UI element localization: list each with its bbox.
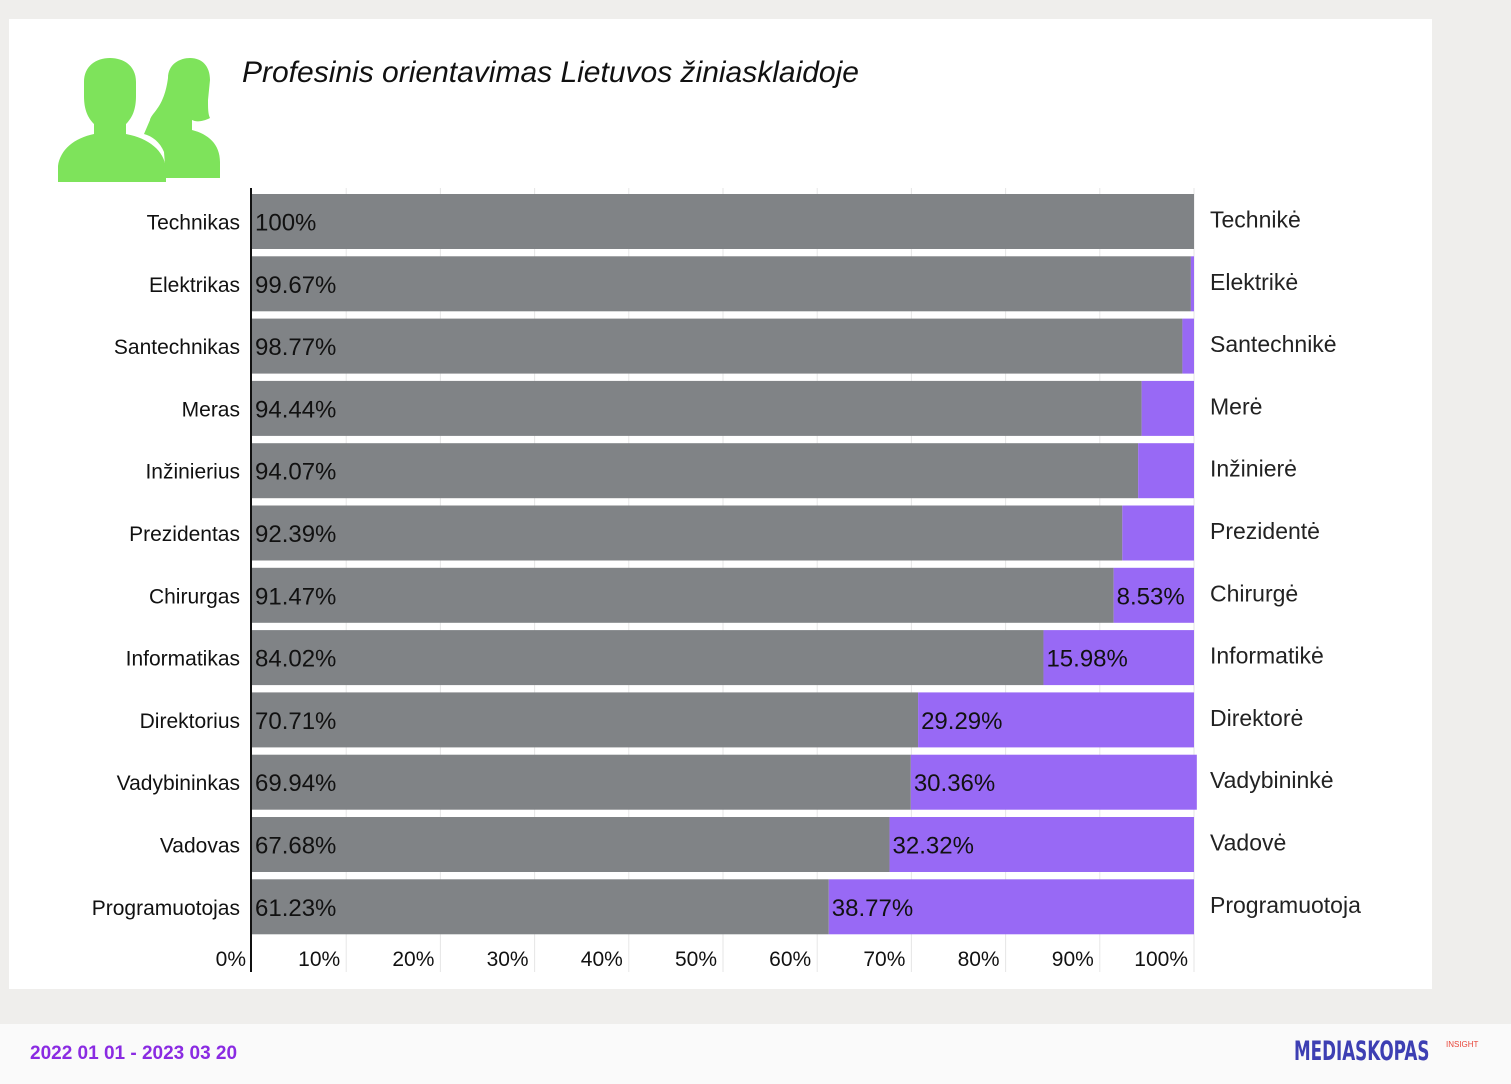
x-tick-label: 40% — [581, 948, 623, 971]
data-label-female: 8.53% — [1117, 583, 1185, 610]
female-category-label: Santechnikė — [1210, 331, 1337, 357]
data-label-male: 99.67% — [255, 272, 336, 299]
x-tick-label: 20% — [392, 948, 434, 971]
bar-male — [252, 505, 1123, 561]
category-label: Vadovas — [160, 835, 240, 858]
female-category-label: Merė — [1210, 393, 1262, 419]
data-label-male: 92.39% — [255, 521, 336, 548]
bar-female — [1141, 380, 1194, 436]
category-label: Elektrikas — [149, 274, 240, 297]
footer — [0, 1024, 1511, 1084]
x-tick-label: 60% — [769, 948, 811, 971]
bar-male — [252, 754, 911, 810]
bar-male — [252, 318, 1183, 374]
data-label-male: 67.68% — [255, 833, 336, 860]
date-range: 2022 01 01 - 2023 03 20 — [30, 1043, 238, 1064]
data-label-male: 98.77% — [255, 334, 336, 361]
female-category-label: Inžinierė — [1210, 456, 1297, 482]
bar-male — [252, 256, 1191, 312]
category-label: Santechnikas — [114, 336, 240, 359]
bar-male — [252, 692, 919, 748]
bar-female — [1043, 630, 1194, 686]
x-tick-label: 30% — [487, 948, 529, 971]
bar-male — [252, 879, 829, 935]
category-label: Meras — [182, 398, 240, 421]
x-tick-label: 0% — [216, 948, 246, 971]
female-category-label: Technikė — [1210, 207, 1301, 233]
people-icon — [58, 58, 220, 182]
bar-female — [910, 754, 1197, 810]
female-category-label: Elektrikė — [1210, 269, 1298, 295]
category-label: Informatikas — [126, 648, 240, 671]
x-tick-label: 50% — [675, 948, 717, 971]
bar-male — [252, 443, 1139, 499]
female-category-label: Informatikė — [1210, 643, 1324, 669]
bar-male — [252, 817, 890, 872]
bar-female — [1113, 567, 1194, 623]
female-category-label: Vadybininkė — [1210, 767, 1334, 793]
category-label: Direktorius — [140, 710, 240, 733]
x-tick-label: 80% — [958, 948, 1000, 971]
bar-female — [1182, 318, 1194, 374]
bar-female — [889, 817, 1194, 872]
female-category-label: Prezidentė — [1210, 518, 1320, 544]
x-tick-label: 70% — [863, 948, 905, 971]
chart-title: Profesinis orientavimas Lietuvos žiniask… — [242, 56, 859, 89]
data-label-female: 30.36% — [914, 770, 995, 797]
category-label: Inžinierius — [145, 461, 240, 484]
data-label-female: 32.32% — [893, 833, 974, 860]
x-tick-label: 10% — [298, 948, 340, 971]
data-label-male: 69.94% — [255, 770, 336, 797]
bar-female — [1122, 505, 1194, 561]
category-label: Chirurgas — [149, 585, 240, 608]
logo-insight-label: INSIGHT — [1446, 1040, 1479, 1049]
category-label: Vadybininkas — [117, 772, 240, 795]
bar-female — [1138, 443, 1194, 499]
x-tick-label: 100% — [1134, 948, 1188, 971]
data-label-female: 15.98% — [1046, 646, 1127, 673]
bar-female — [918, 692, 1194, 748]
data-label-male: 94.44% — [255, 396, 336, 423]
mediaskopas-logo: MEDIASKOPAS — [1294, 1036, 1430, 1067]
female-category-label: Vadovė — [1210, 830, 1286, 856]
data-label-male: 91.47% — [255, 583, 336, 610]
category-label: Technikas — [147, 212, 240, 235]
data-label-male: 100% — [255, 210, 316, 237]
female-category-label: Direktorė — [1210, 705, 1303, 731]
bar-male — [252, 630, 1044, 686]
bar-female — [1190, 256, 1194, 312]
data-label-female: 38.77% — [832, 895, 913, 922]
bar-female — [828, 879, 1194, 935]
data-label-female: 29.29% — [921, 708, 1002, 735]
category-label: Prezidentas — [129, 523, 240, 546]
data-label-male: 84.02% — [255, 646, 336, 673]
data-label-male: 70.71% — [255, 708, 336, 735]
bar-male — [252, 380, 1142, 436]
bar-male — [252, 567, 1114, 623]
category-label: Programuotojas — [92, 897, 240, 920]
female-category-label: Programuotoja — [1210, 892, 1361, 918]
data-label-male: 61.23% — [255, 895, 336, 922]
female-category-label: Chirurgė — [1210, 580, 1298, 606]
bar-male — [252, 194, 1194, 249]
x-tick-label: 90% — [1052, 948, 1094, 971]
data-label-male: 94.07% — [255, 459, 336, 486]
